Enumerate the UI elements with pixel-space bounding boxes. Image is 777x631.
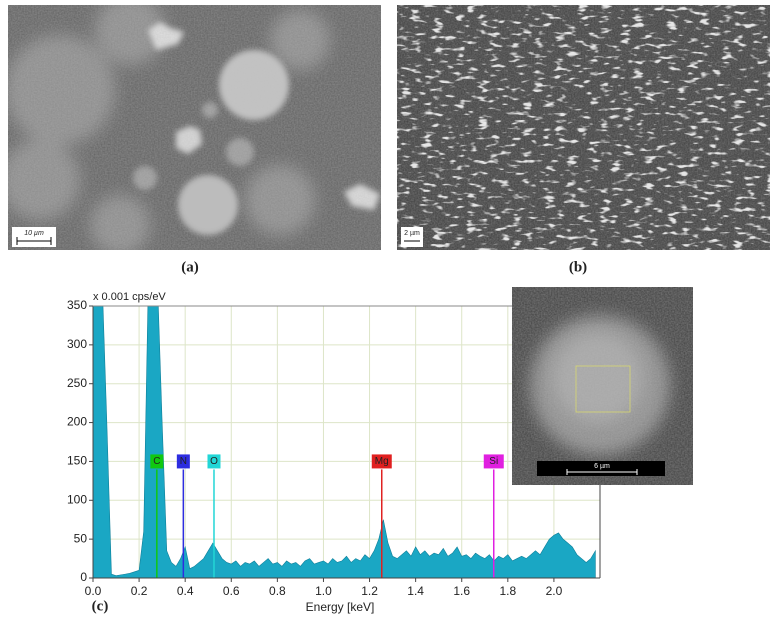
y-tick-label: 100 xyxy=(67,492,87,506)
x-tick-label: 1.4 xyxy=(407,584,424,598)
element-tag xyxy=(176,454,190,469)
element-tag xyxy=(371,454,392,469)
element-label: O xyxy=(210,456,218,467)
element-label: N xyxy=(180,456,187,467)
element-label: Si xyxy=(489,456,498,467)
x-axis-label: Energy [keV] xyxy=(306,600,375,614)
y-tick-label: 350 xyxy=(67,298,87,312)
y-tick-label: 250 xyxy=(67,376,87,390)
y-tick-label: 150 xyxy=(67,454,87,468)
spectrum-area xyxy=(93,306,596,578)
y-unit: x 0.001 cps/eV xyxy=(93,291,166,303)
scale-bar-label: 10 µm xyxy=(24,230,44,237)
x-tick-label: 1.6 xyxy=(453,584,470,598)
y-tick-label: 50 xyxy=(74,531,88,545)
x-tick-label: 2.0 xyxy=(546,584,563,598)
x-tick-label: 0.8 xyxy=(269,584,286,598)
scale-bar-label: 6 µm xyxy=(594,463,610,470)
x-tick-label: 1.0 xyxy=(315,584,332,598)
x-tick-label: 0.0 xyxy=(85,584,102,598)
element-label: C xyxy=(153,456,160,467)
x-tick-label: 1.8 xyxy=(499,584,516,598)
element-label: Mg xyxy=(375,456,389,467)
inset-image: 6 µm xyxy=(512,287,693,485)
x-tick-label: 0.2 xyxy=(131,584,148,598)
sem-image-a: 10 µm xyxy=(8,5,381,250)
element-tag xyxy=(150,454,164,469)
scale-bar-label: 2 µm xyxy=(404,230,420,237)
y-tick-label: 0 xyxy=(80,570,87,584)
sem-image-b: 2 µm xyxy=(397,5,770,250)
panel-label: (c) xyxy=(92,598,109,614)
element-tag xyxy=(483,454,504,469)
element-tag xyxy=(207,454,221,469)
x-tick-label: 0.6 xyxy=(223,584,240,598)
panel-label: (a) xyxy=(181,259,199,275)
y-tick-label: 300 xyxy=(67,337,87,351)
x-tick-label: 1.2 xyxy=(361,584,378,598)
y-tick-label: 200 xyxy=(67,415,87,429)
x-tick-label: 0.4 xyxy=(177,584,194,598)
panel-label: (b) xyxy=(569,259,587,275)
